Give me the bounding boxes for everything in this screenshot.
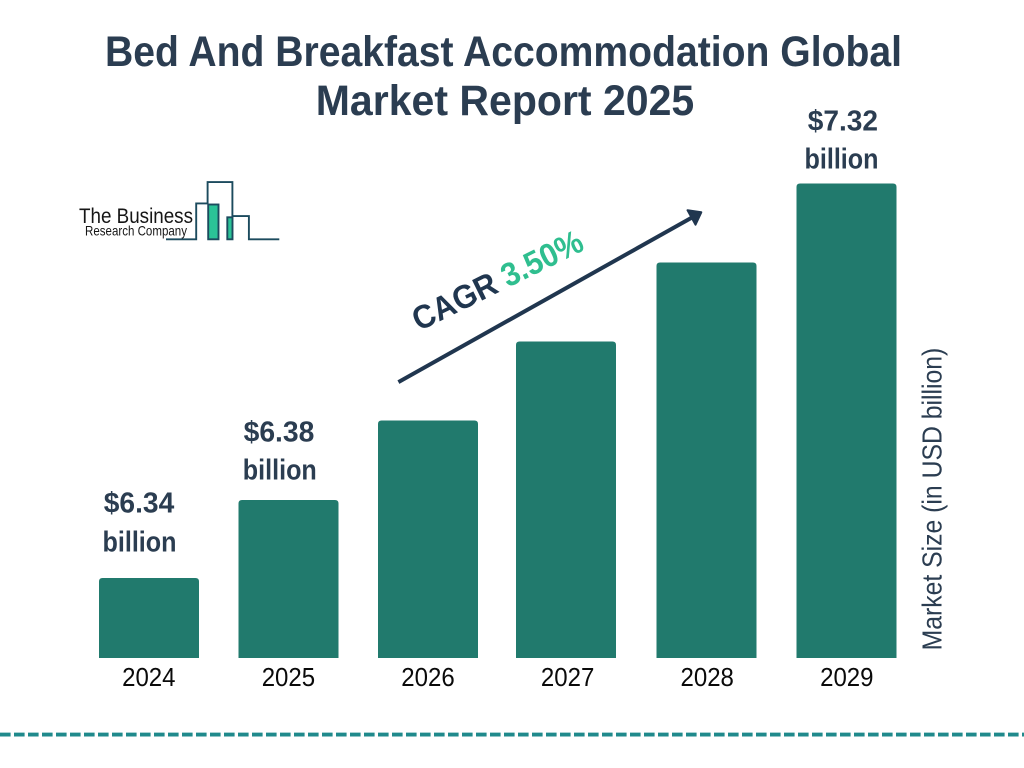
- svg-text:Research Company: Research Company: [85, 223, 187, 239]
- svg-text:CAGR 3.50%: CAGR 3.50%: [406, 222, 589, 337]
- svg-text:billion: billion: [103, 527, 177, 559]
- svg-text:2025: 2025: [262, 662, 315, 692]
- svg-text:Bed And Breakfast Accommodatio: Bed And Breakfast Accommodation Global: [105, 28, 902, 76]
- svg-text:$6.38: $6.38: [244, 416, 315, 448]
- svg-text:2026: 2026: [401, 662, 454, 692]
- svg-text:billion: billion: [243, 454, 317, 486]
- svg-text:2029: 2029: [820, 662, 873, 692]
- svg-text:Market Report 2025: Market Report 2025: [316, 77, 695, 125]
- svg-text:The Business: The Business: [79, 205, 193, 228]
- svg-text:2028: 2028: [681, 662, 734, 692]
- svg-text:Market Size (in USD billion): Market Size (in USD billion): [917, 348, 948, 651]
- svg-text:$6.34: $6.34: [104, 488, 175, 520]
- svg-text:2024: 2024: [122, 662, 175, 692]
- svg-text:2027: 2027: [541, 662, 594, 692]
- svg-text:billion: billion: [805, 144, 879, 176]
- svg-text:$7.32: $7.32: [808, 105, 878, 137]
